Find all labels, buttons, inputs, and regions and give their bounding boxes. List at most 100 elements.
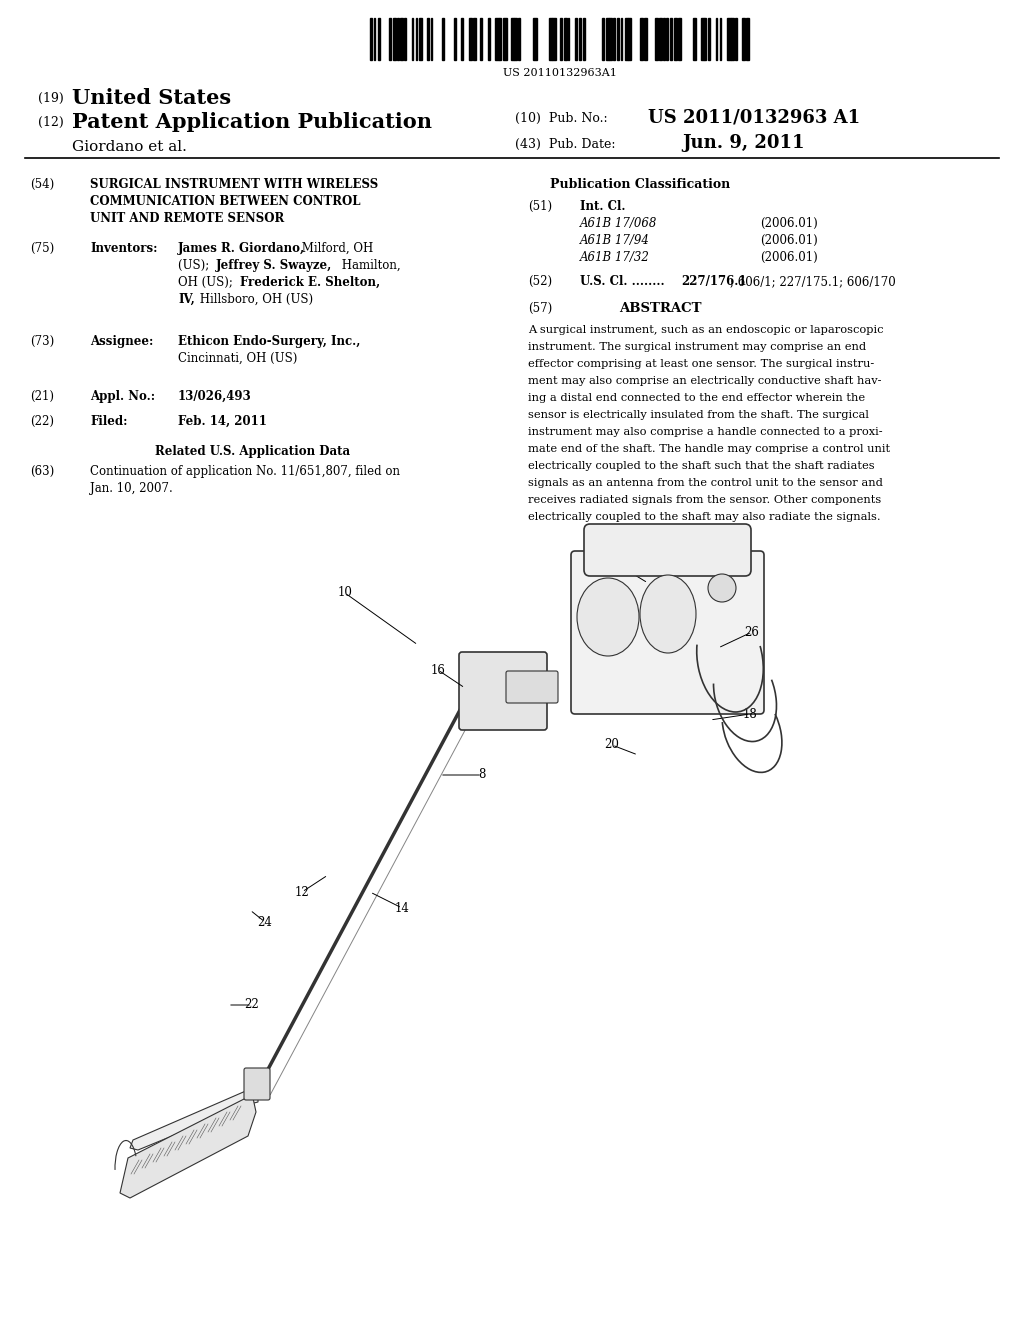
Bar xyxy=(709,18,710,59)
Bar xyxy=(534,18,538,59)
Text: Jan. 10, 2007.: Jan. 10, 2007. xyxy=(90,482,173,495)
Text: 16: 16 xyxy=(430,664,445,676)
Text: 20: 20 xyxy=(604,738,620,751)
Bar xyxy=(583,18,585,59)
Text: (2006.01): (2006.01) xyxy=(760,251,818,264)
Text: 26: 26 xyxy=(744,626,760,639)
Text: (54): (54) xyxy=(30,178,54,191)
Bar xyxy=(500,18,502,59)
Bar xyxy=(552,18,556,59)
Text: 13/026,493: 13/026,493 xyxy=(178,389,252,403)
Bar xyxy=(431,18,432,59)
Text: instrument may also comprise a handle connected to a proxi-: instrument may also comprise a handle co… xyxy=(528,426,883,437)
Text: electrically coupled to the shaft such that the shaft radiates: electrically coupled to the shaft such t… xyxy=(528,461,874,471)
Text: US 2011/0132963 A1: US 2011/0132963 A1 xyxy=(648,110,860,127)
Text: (52): (52) xyxy=(528,275,552,288)
Bar xyxy=(389,18,390,59)
Bar xyxy=(416,18,417,59)
Text: 227/176.1: 227/176.1 xyxy=(681,275,746,288)
Text: ing a distal end connected to the end effector wherein the: ing a distal end connected to the end ef… xyxy=(528,393,865,403)
Text: Frederick E. Shelton,: Frederick E. Shelton, xyxy=(240,276,380,289)
Bar xyxy=(511,18,514,59)
Text: Hillsboro, OH (US): Hillsboro, OH (US) xyxy=(196,293,313,306)
Bar xyxy=(613,18,614,59)
Bar xyxy=(678,18,681,59)
Bar xyxy=(496,18,500,59)
Text: Int. Cl.: Int. Cl. xyxy=(580,201,626,213)
Bar xyxy=(625,18,628,59)
FancyBboxPatch shape xyxy=(571,550,764,714)
Text: Inventors:: Inventors: xyxy=(90,242,158,255)
Bar xyxy=(560,18,562,59)
Text: (43)  Pub. Date:: (43) Pub. Date: xyxy=(515,139,615,150)
Text: COMMUNICATION BETWEEN CONTROL: COMMUNICATION BETWEEN CONTROL xyxy=(90,195,360,209)
Text: Jun. 9, 2011: Jun. 9, 2011 xyxy=(682,135,805,152)
Text: Related U.S. Application Data: Related U.S. Application Data xyxy=(155,445,350,458)
Bar xyxy=(609,18,612,59)
Text: (2006.01): (2006.01) xyxy=(760,234,818,247)
Bar xyxy=(404,18,407,59)
Text: effector comprising at least one sensor. The surgical instru-: effector comprising at least one sensor.… xyxy=(528,359,874,370)
Bar xyxy=(461,18,464,59)
Bar xyxy=(378,18,380,59)
Bar xyxy=(670,18,673,59)
Text: (US);: (US); xyxy=(178,259,213,272)
Bar xyxy=(564,18,567,59)
FancyBboxPatch shape xyxy=(244,1068,270,1100)
Bar xyxy=(629,18,631,59)
Bar xyxy=(658,18,662,59)
Text: (2006.01): (2006.01) xyxy=(760,216,818,230)
Bar xyxy=(716,18,718,59)
Text: Hamilton,: Hamilton, xyxy=(338,259,400,272)
Bar xyxy=(370,18,373,59)
Bar xyxy=(640,18,643,59)
FancyBboxPatch shape xyxy=(459,652,547,730)
Text: A61B 17/94: A61B 17/94 xyxy=(580,234,650,247)
Text: 22: 22 xyxy=(245,998,259,1011)
Bar xyxy=(605,18,608,59)
Text: UNIT AND REMOTE SENSOR: UNIT AND REMOTE SENSOR xyxy=(90,213,285,224)
Text: United States: United States xyxy=(72,88,231,108)
Text: Patent Application Publication: Patent Application Publication xyxy=(72,112,432,132)
Text: 14: 14 xyxy=(394,902,410,915)
Text: 6: 6 xyxy=(606,553,613,566)
Bar xyxy=(674,18,677,59)
Ellipse shape xyxy=(577,578,639,656)
Bar xyxy=(420,18,423,59)
Text: Assignee:: Assignee: xyxy=(90,335,154,348)
Bar xyxy=(393,18,396,59)
Text: 24: 24 xyxy=(258,916,272,928)
FancyBboxPatch shape xyxy=(506,671,558,704)
Text: 8: 8 xyxy=(478,768,485,781)
Bar xyxy=(480,18,482,59)
Text: U.S. Cl. ........: U.S. Cl. ........ xyxy=(580,275,665,288)
Bar xyxy=(742,18,745,59)
Bar xyxy=(567,18,569,59)
Bar xyxy=(514,18,517,59)
Text: 10: 10 xyxy=(338,586,352,599)
Text: Milford, OH: Milford, OH xyxy=(298,242,374,255)
Text: ABSTRACT: ABSTRACT xyxy=(618,302,701,315)
Ellipse shape xyxy=(640,576,696,653)
Bar xyxy=(644,18,647,59)
Text: receives radiated signals from the sensor. Other components: receives radiated signals from the senso… xyxy=(528,495,882,506)
Bar xyxy=(374,18,376,59)
Text: SURGICAL INSTRUMENT WITH WIRELESS: SURGICAL INSTRUMENT WITH WIRELESS xyxy=(90,178,378,191)
Bar xyxy=(518,18,520,59)
Text: ; 606/1; 227/175.1; 606/170: ; 606/1; 227/175.1; 606/170 xyxy=(730,275,896,288)
Text: US 20110132963A1: US 20110132963A1 xyxy=(503,69,616,78)
Text: James R. Giordano,: James R. Giordano, xyxy=(178,242,305,255)
Polygon shape xyxy=(120,1098,256,1199)
Text: Publication Classification: Publication Classification xyxy=(550,178,730,191)
Bar xyxy=(602,18,604,59)
Text: (75): (75) xyxy=(30,242,54,255)
Text: (12): (12) xyxy=(38,116,63,129)
Bar xyxy=(549,18,552,59)
Text: IV,: IV, xyxy=(178,293,195,306)
Text: Filed:: Filed: xyxy=(90,414,128,428)
Text: (51): (51) xyxy=(528,201,552,213)
Bar xyxy=(442,18,443,59)
Text: A61B 17/32: A61B 17/32 xyxy=(580,251,650,264)
Bar xyxy=(705,18,706,59)
Text: (57): (57) xyxy=(528,302,552,315)
